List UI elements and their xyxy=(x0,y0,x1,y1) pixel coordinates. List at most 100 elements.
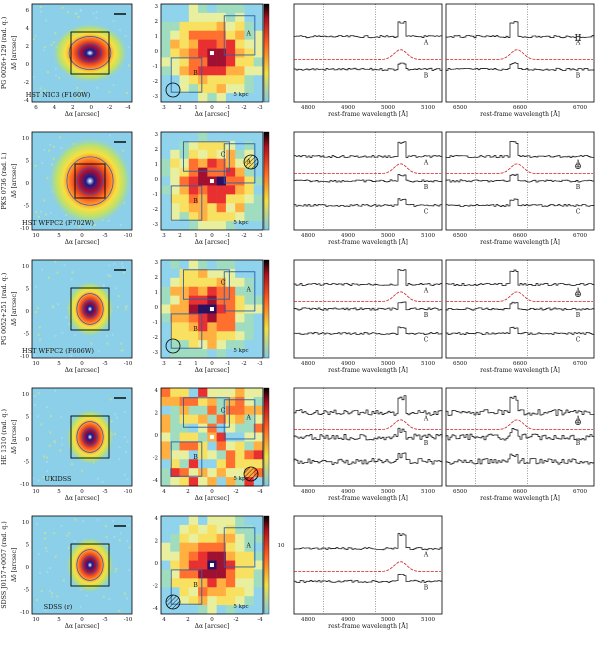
tick-label-ra: 6 xyxy=(34,105,38,111)
ifu-spaxel xyxy=(179,57,190,67)
ifu-spaxel xyxy=(235,21,245,32)
ifu-spaxel xyxy=(253,221,264,231)
noise-pixel xyxy=(68,532,71,535)
fov-box xyxy=(70,287,110,331)
noise-pixel xyxy=(108,275,111,278)
noise-pixel xyxy=(127,46,130,49)
kin-ra-label: Δα [arcsec] xyxy=(195,495,230,502)
ifu-spaxel xyxy=(253,313,264,323)
ifu-spaxel xyxy=(216,93,227,103)
ifu-spaxel xyxy=(170,477,180,487)
ifu-spaxel xyxy=(253,587,264,597)
object-label: HE 1310 (rad. q.) xyxy=(1,409,8,465)
ifu-spaxel xyxy=(225,396,236,407)
wavelength-axis-label: rest-frame wavelength [Å] xyxy=(328,366,408,374)
region-box xyxy=(223,15,256,56)
ifu-spaxel xyxy=(161,194,171,204)
ifu-spaxel xyxy=(179,203,190,213)
ifu-spaxel xyxy=(235,277,245,288)
ifu-spaxel xyxy=(188,4,199,14)
ifu-spaxel xyxy=(161,542,171,552)
ifu-spaxel xyxy=(235,93,245,103)
ra-axis-label: Δα [arcsec] xyxy=(65,239,100,246)
ifu-spaxel xyxy=(198,322,208,332)
ifu-spaxel xyxy=(216,578,227,588)
ifu-spaxel xyxy=(225,286,236,296)
region-box xyxy=(170,57,203,93)
noise-pixel xyxy=(34,164,37,167)
ifu-spaxel xyxy=(198,331,208,341)
kin-tick-x: 0 xyxy=(210,233,214,239)
noise-pixel xyxy=(114,432,117,435)
ifu-spaxel xyxy=(179,477,190,487)
ifu-spaxel xyxy=(207,477,217,487)
ifu-spaxel xyxy=(244,304,255,314)
ifu-spaxel xyxy=(235,388,245,398)
noise-pixel xyxy=(61,6,64,9)
ifu-spaxel xyxy=(235,450,245,460)
ifu-spaxel xyxy=(244,268,255,279)
ifu-spaxel xyxy=(253,75,264,85)
region-box xyxy=(182,269,230,300)
ifu-spaxel xyxy=(170,405,180,416)
tick-label-dec: 4 xyxy=(26,26,30,32)
noise-pixel xyxy=(104,525,107,528)
colorbar xyxy=(263,515,270,615)
wavelength-tick: 4900 xyxy=(341,617,355,623)
ifu-spaxel xyxy=(198,158,208,168)
spectrum-label: A xyxy=(423,40,429,47)
noise-pixel xyxy=(128,64,131,67)
kin-ra-label: Δα [arcsec] xyxy=(195,111,230,118)
ifu-spaxel xyxy=(188,57,199,67)
galaxy-emission xyxy=(66,281,114,337)
spectrum-trace xyxy=(293,452,443,465)
ifu-spaxel xyxy=(179,48,190,58)
noise-pixel xyxy=(119,223,122,226)
ifu-spaxel xyxy=(161,212,171,222)
ifu-spaxel xyxy=(244,578,255,588)
ifu-spaxel xyxy=(207,331,217,341)
noise-pixel xyxy=(78,225,81,228)
ifu-spaxel xyxy=(253,516,264,526)
beam-psf xyxy=(165,594,181,610)
ifu-spaxel xyxy=(170,331,180,341)
ifu-spaxel xyxy=(244,533,255,544)
beam-psf xyxy=(165,82,181,98)
fov-box xyxy=(70,31,110,75)
wavelength-tick: 5100 xyxy=(421,489,435,495)
ifu-spaxel xyxy=(161,396,171,407)
ifu-spaxel xyxy=(170,57,180,67)
ifu-spaxel xyxy=(207,158,217,168)
ifu-spaxel xyxy=(253,93,264,103)
ifu-spaxel xyxy=(225,212,236,222)
ifu-spaxel xyxy=(207,587,217,597)
ifu-spaxel xyxy=(198,194,208,204)
ifu-spaxel xyxy=(170,587,180,597)
noise-pixel xyxy=(40,210,43,213)
tick-label-dec: 10 xyxy=(22,392,29,398)
spectrum-label: B xyxy=(576,312,581,319)
ifu-spaxel xyxy=(216,516,227,526)
ifu-spaxel xyxy=(244,414,255,424)
ifu-spaxel xyxy=(179,560,190,570)
noise-pixel xyxy=(43,537,46,540)
spectrum-trace xyxy=(293,574,443,583)
spectrum-trace xyxy=(445,62,595,71)
ifu-spaxel xyxy=(188,167,199,177)
kin-tick-y: -3 xyxy=(153,94,159,100)
ifu-spaxel xyxy=(179,268,190,279)
kin-tick-y: 2 xyxy=(155,19,159,25)
ifu-spaxel xyxy=(207,21,217,32)
ifu-spaxel xyxy=(235,132,245,142)
ifu-spaxel xyxy=(198,578,208,588)
ifu-spaxel xyxy=(198,21,208,32)
ifu-spaxel xyxy=(188,158,199,168)
ifu-spaxel xyxy=(179,149,190,160)
spectrum-trace xyxy=(293,198,443,207)
ifu-spaxel xyxy=(225,405,236,416)
spectrum-trace xyxy=(293,533,443,551)
kin-tick-y: -2 xyxy=(153,79,158,85)
ifu-spaxel xyxy=(188,39,199,49)
noise-pixel xyxy=(71,463,74,466)
noise-pixel xyxy=(33,354,36,357)
